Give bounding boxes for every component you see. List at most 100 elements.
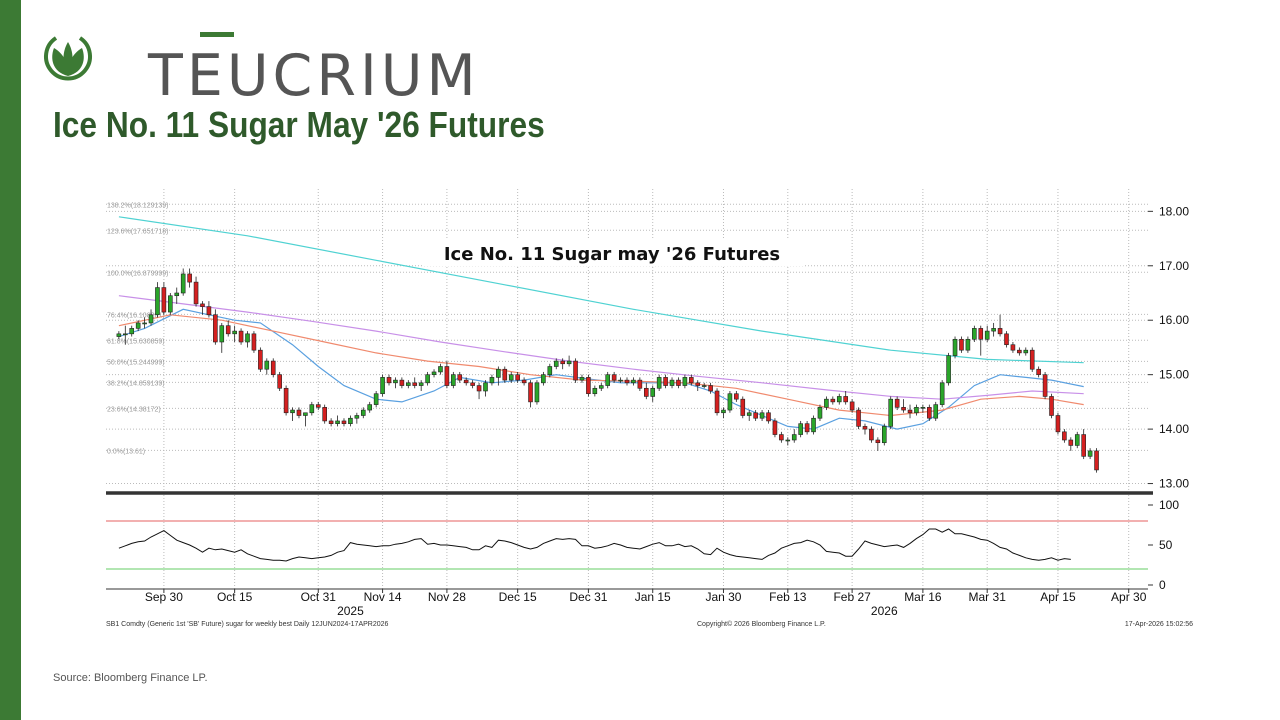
time-tick-label: Dec 15 [499, 590, 537, 604]
candle-body-down [611, 374, 617, 381]
candle-body-up [631, 379, 636, 384]
candle-body-up [914, 407, 919, 414]
candle-body-up [431, 371, 437, 375]
candle [598, 382, 604, 391]
candle-body-down [328, 420, 334, 424]
candle [1087, 448, 1093, 460]
candle [1049, 393, 1054, 419]
chart-footer-left: SB1 Comdty (Generic 1st 'SB' Future) sug… [106, 621, 389, 628]
candle [380, 374, 385, 397]
candle-body-down [528, 382, 533, 403]
candle-body-up [123, 333, 128, 336]
time-tick-label: Oct 31 [301, 590, 337, 604]
candle-body-up [180, 273, 186, 294]
candle [676, 377, 681, 389]
candle [483, 380, 488, 397]
candle [663, 374, 668, 389]
candle-body-down [1055, 415, 1061, 433]
time-tick-label: Jan 15 [635, 590, 671, 604]
rsi-panel: 0 50 100 [106, 498, 1179, 592]
fib-level-label: 76.4%(16.108281) [107, 312, 165, 319]
candle [528, 380, 533, 408]
candle [695, 380, 701, 391]
candle [354, 412, 360, 424]
candle-body-down [804, 423, 810, 433]
candle [907, 404, 913, 419]
candle [901, 399, 906, 413]
chart-title: Ice No. 11 Sugar may '26 Futures [444, 244, 780, 265]
candle-body-down [907, 409, 913, 414]
candle [322, 404, 327, 424]
candle-body-down [573, 360, 578, 381]
candle [804, 420, 810, 435]
candle-body-down [463, 379, 469, 384]
candle-body-up [303, 412, 308, 416]
candle [399, 377, 405, 389]
candle-body-up [406, 382, 411, 386]
leaf-logo-icon [44, 36, 92, 81]
candle-body-up [541, 374, 546, 384]
candle [721, 407, 726, 419]
candle [965, 336, 971, 353]
candle-body-down [476, 385, 482, 392]
candle-body-up [496, 368, 501, 378]
candle-body-up [1087, 450, 1093, 457]
candle-body-down [515, 374, 520, 381]
candle [541, 371, 546, 386]
candle-body-up [727, 393, 733, 411]
candle-body-up [418, 382, 424, 386]
candle [972, 325, 977, 342]
candle-body-down [1081, 434, 1086, 457]
candle [1094, 448, 1099, 473]
candle-body-up [534, 382, 540, 403]
candle-body-up [579, 377, 585, 381]
candle [1055, 412, 1061, 435]
candle-body-up [721, 409, 726, 414]
candle [451, 371, 456, 389]
candle-body-down [1010, 344, 1016, 351]
candle-body-down [875, 439, 881, 444]
candle-body-up [605, 374, 610, 386]
candle-body-down [1004, 333, 1009, 346]
time-tick-label: Mar 16 [904, 590, 942, 604]
candle [123, 325, 128, 345]
candle-body-down [322, 407, 327, 422]
fib-level-label: 23.6%(14.38172) [107, 406, 161, 413]
rsi-tick-label: 0 [1159, 578, 1166, 592]
candle [315, 401, 321, 411]
fib-level-label: 100.0%(16.879999) [107, 270, 169, 277]
candle [1023, 347, 1029, 356]
candle-body-down [521, 379, 527, 384]
candle [238, 328, 244, 345]
price-tick-label: 18.00 [1159, 204, 1189, 218]
candle-body-up [785, 439, 791, 442]
candle [193, 276, 199, 307]
year-label: 2026 [871, 604, 898, 618]
candle-body-down [766, 412, 771, 422]
candle [457, 371, 463, 383]
candle-body-down [862, 426, 868, 430]
candle-body-down [187, 273, 192, 283]
candle [270, 358, 276, 378]
candle [168, 293, 173, 315]
candle [341, 418, 347, 427]
candle-body-down [637, 379, 643, 389]
candle-body-down [772, 420, 778, 435]
candle-body-up [508, 374, 514, 381]
time-tick-label: Sep 30 [145, 590, 183, 604]
candle-body-up [798, 423, 803, 435]
candle-body-up [367, 404, 373, 411]
candle [547, 363, 553, 378]
candle [508, 371, 514, 383]
candle [155, 282, 160, 318]
candle-body-down [959, 338, 964, 351]
price-tick-label: 14.00 [1159, 422, 1189, 436]
candle-body-up [939, 382, 945, 405]
candle [939, 380, 945, 408]
candle [219, 322, 225, 353]
candle [824, 396, 829, 411]
candle-body-down [849, 401, 855, 411]
candle-body-up [965, 338, 971, 351]
candle [714, 388, 720, 416]
candlesticks [116, 268, 1099, 473]
